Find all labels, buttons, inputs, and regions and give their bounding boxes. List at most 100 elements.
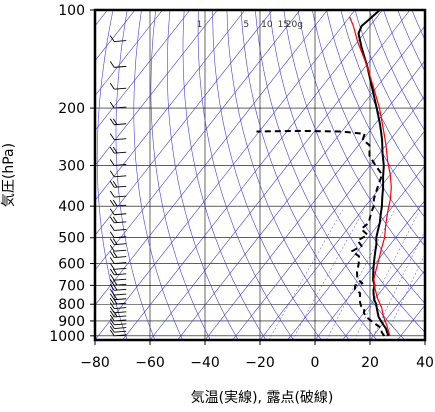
wind-barb-flag — [109, 244, 115, 252]
mixing-ratio-line — [326, 209, 396, 340]
wind-barb-staff — [114, 151, 127, 154]
adiabat-line — [269, 10, 425, 333]
adiabat-line — [167, 10, 239, 340]
wind-barb-flag — [109, 310, 115, 318]
wind-barb-staff — [114, 319, 127, 322]
wind-barb-staff — [114, 256, 127, 258]
adiabat-line — [197, 10, 294, 340]
y-tick-label: 1000 — [49, 329, 85, 345]
adiabat-line — [426, 10, 435, 340]
wind-barb-staff — [114, 293, 127, 296]
isotherm-line — [122, 10, 383, 340]
wind-barb-staff — [114, 323, 127, 326]
wind-barb-staff — [114, 327, 127, 330]
wind-barb — [109, 35, 127, 43]
mixing-ratio-label: 20g — [286, 20, 303, 30]
wind-barb — [109, 181, 127, 188]
wind-barb-flag — [109, 257, 115, 264]
wind-barb — [109, 224, 127, 231]
x-tick-label: 40 — [416, 355, 434, 371]
adiabat-line — [226, 10, 350, 340]
wind-barb-flag — [109, 293, 115, 300]
mixing-ratio-label: 15 — [278, 20, 289, 30]
wind-barb-staff — [114, 65, 127, 68]
isotherm-line — [95, 10, 356, 340]
wind-barb-flag — [109, 268, 115, 276]
wind-barb-flag — [109, 322, 115, 329]
wind-barb — [109, 288, 127, 296]
isotherm-line — [95, 10, 163, 97]
y-tick-label: 300 — [58, 158, 85, 174]
wind-barb-flag — [112, 181, 118, 188]
temperature-line — [357, 10, 390, 337]
wind-barb — [109, 208, 127, 216]
wind-barb-staff — [114, 288, 127, 291]
wind-barb-flag — [109, 181, 115, 188]
isotherm-line — [424, 339, 425, 340]
mixing-ratio-label: 5 — [243, 20, 249, 30]
wind-barb-staff — [114, 334, 127, 337]
wind-barb — [109, 318, 127, 326]
wind-barb-staff — [114, 40, 127, 43]
wind-barb-flag — [109, 306, 115, 314]
isotherm-line — [177, 25, 425, 340]
x-tick-label: −80 — [80, 355, 110, 371]
x-tick-label: −20 — [245, 355, 275, 371]
x-tick-label: −60 — [135, 355, 165, 371]
wind-barb-staff — [114, 311, 127, 314]
wind-barb-flag — [109, 302, 115, 309]
wind-barb-staff — [114, 307, 127, 310]
wind-barb-flag — [109, 325, 115, 333]
wind-barb — [109, 314, 127, 322]
x-axis-ticks: −80 −60 −40 −20 0 20 40 — [80, 340, 434, 371]
mixing-ratio-line — [268, 209, 343, 340]
wind-barb — [109, 251, 127, 258]
wind-barb-flag — [109, 133, 115, 140]
adiabat-line — [340, 10, 425, 190]
wind-barb-staff — [114, 138, 127, 141]
wind-barb — [109, 82, 127, 90]
y-tick-label: 100 — [58, 3, 85, 19]
wind-barb-flag — [109, 318, 115, 326]
x-tick-label: 0 — [311, 355, 320, 371]
wind-barb-flag — [112, 238, 118, 245]
wind-barb-flag — [109, 297, 115, 305]
wind-barb-staff — [114, 243, 127, 246]
adiabat-line — [283, 10, 425, 304]
wind-barb-flag — [109, 61, 115, 68]
adiabat-line — [326, 10, 425, 219]
y-tick-label: 700 — [58, 278, 85, 294]
wind-barb-staff — [114, 302, 127, 305]
mixing-ratio-lines — [268, 209, 425, 340]
wind-barb — [109, 238, 127, 246]
isotherm-line — [95, 10, 191, 132]
wind-barb — [109, 216, 127, 224]
wind-barb — [109, 322, 127, 330]
wind-barb-flag — [109, 263, 115, 270]
isotherm-lines — [95, 10, 435, 340]
adiabat-line — [297, 10, 425, 276]
wind-barb-flag — [112, 216, 118, 224]
wind-barb-flag — [109, 216, 115, 224]
wind-barb-staff — [114, 249, 127, 252]
wind-barb — [109, 133, 127, 141]
parcel-line — [349, 16, 392, 336]
y-tick-label: 500 — [58, 231, 85, 247]
y-axis-label: 気圧(hPa) — [1, 143, 17, 207]
isotherm-line — [232, 95, 425, 340]
adiabat-line — [150, 10, 211, 340]
wind-barb-flag — [109, 170, 115, 178]
isotherm-line — [369, 269, 425, 340]
wind-barb — [109, 268, 127, 276]
wind-barb-flag — [109, 279, 115, 286]
isotherm-line — [204, 60, 425, 340]
wind-barb-staff — [114, 195, 127, 198]
wind-barb-staff — [114, 213, 127, 216]
wind-barb-flag — [109, 35, 115, 42]
wind-barb-staff — [114, 298, 127, 301]
wind-barb-flag — [109, 199, 115, 207]
isotherm-line — [95, 10, 301, 271]
wind-barb-staff — [114, 283, 127, 286]
